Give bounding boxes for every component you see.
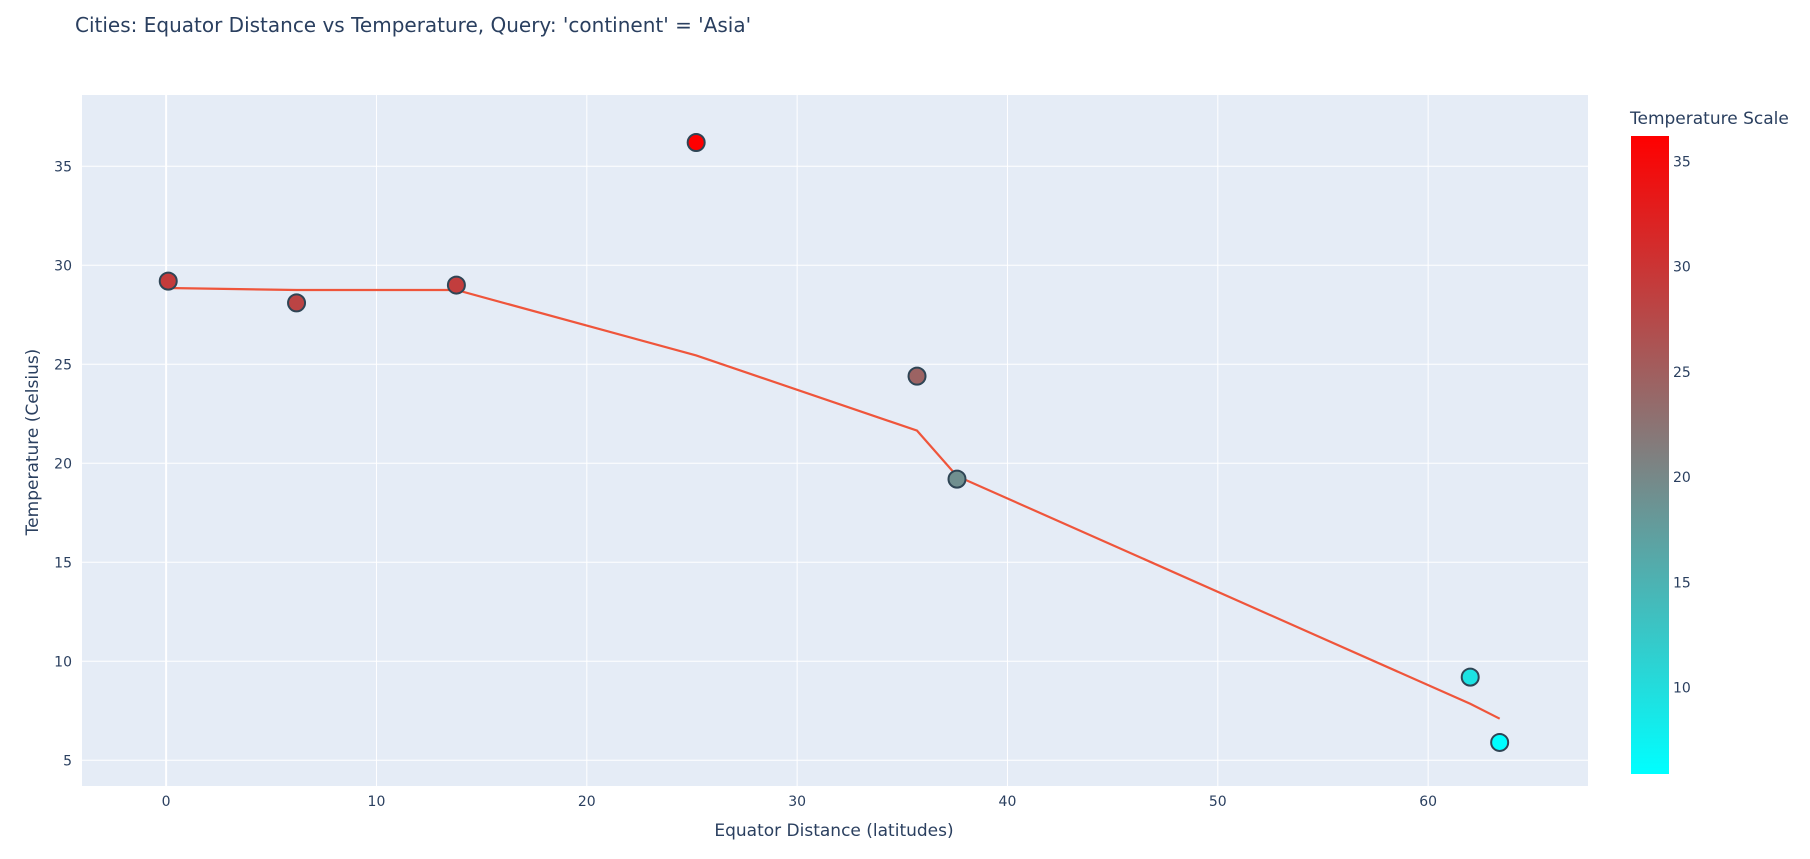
colorbar-ticks: 10 15 20 25 30 35 xyxy=(1673,154,1691,696)
data-point xyxy=(1460,667,1480,687)
y-tick-label: 15 xyxy=(54,555,72,571)
data-point xyxy=(1490,732,1510,752)
data-point xyxy=(158,271,178,291)
y-tick-label: 35 xyxy=(54,159,72,175)
colorbar-tick-label: 10 xyxy=(1673,681,1691,697)
colorbar-tick-label: 20 xyxy=(1673,470,1691,486)
y-tick-label: 25 xyxy=(54,357,72,373)
trend-line xyxy=(168,286,1501,720)
data-points xyxy=(158,133,1510,752)
x-tick-label: 40 xyxy=(999,794,1017,810)
chart-title: Cities: Equator Distance vs Temperature,… xyxy=(75,13,751,37)
y-axis-title: Temperature (Celsius) xyxy=(23,349,43,537)
y-axis-ticks: 5 10 15 20 25 30 35 xyxy=(54,159,72,769)
y-tick-label: 5 xyxy=(63,753,72,769)
x-tick-label: 60 xyxy=(1419,794,1437,810)
y-tick-label: 10 xyxy=(54,654,72,670)
data-point xyxy=(686,133,706,153)
x-tick-label: 20 xyxy=(578,794,596,810)
data-point xyxy=(287,293,307,313)
x-axis-title: Equator Distance (latitudes) xyxy=(714,821,953,841)
colorbar-tick-label: 30 xyxy=(1673,260,1691,276)
colorbar-tick-label: 35 xyxy=(1673,154,1691,170)
x-tick-label: 10 xyxy=(368,794,386,810)
x-tick-label: 50 xyxy=(1209,794,1227,810)
y-tick-label: 20 xyxy=(54,456,72,472)
x-tick-label: 0 xyxy=(162,794,171,810)
x-tick-label: 30 xyxy=(788,794,806,810)
colorbar xyxy=(1631,136,1669,774)
colorbar-title: Temperature Scale xyxy=(1629,109,1789,129)
data-point xyxy=(947,469,967,489)
data-point xyxy=(446,275,466,295)
colorbar-tick-label: 15 xyxy=(1673,575,1691,591)
grid xyxy=(82,95,1588,786)
x-axis-ticks: 0 10 20 30 40 50 60 xyxy=(162,794,1437,810)
colorbar-tick-label: 25 xyxy=(1673,365,1691,381)
y-tick-label: 30 xyxy=(54,258,72,274)
data-point xyxy=(907,366,927,386)
plot-area xyxy=(82,95,1588,786)
